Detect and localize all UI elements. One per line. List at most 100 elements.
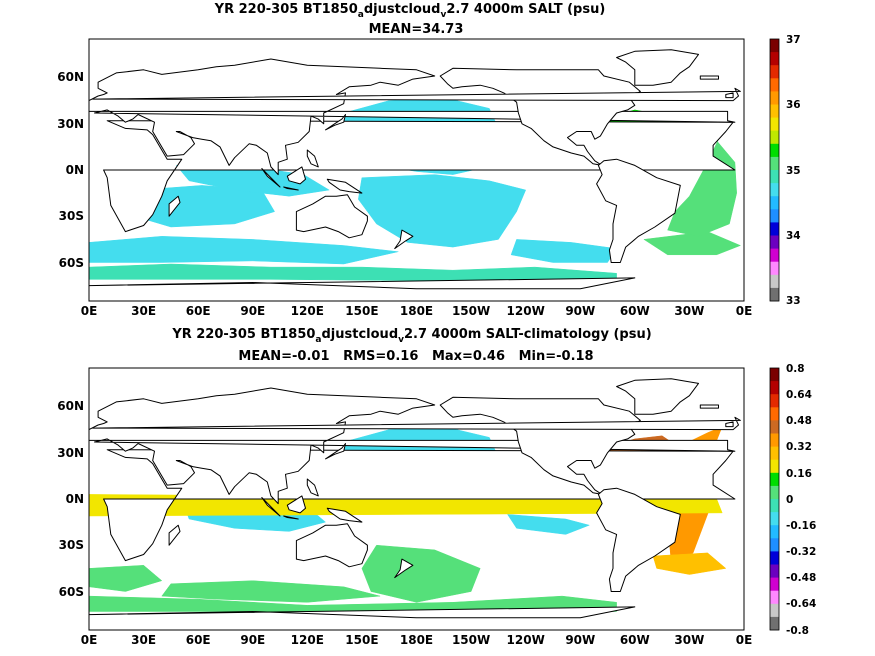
panel-1: YR 220-305 BT1850adjustcloudv2.7 4000m S… bbox=[57, 2, 800, 318]
colorbar-labels-1: 37 36 35 34 33 bbox=[786, 34, 801, 307]
colorbar-segment bbox=[770, 394, 779, 408]
colorbar-segment bbox=[770, 564, 779, 578]
landmass-outline bbox=[325, 114, 346, 131]
colorbar-segment bbox=[770, 143, 779, 158]
colorbar-label: 0.48 bbox=[786, 415, 812, 427]
colorbar-segment bbox=[770, 616, 779, 631]
landmass-outline bbox=[168, 195, 181, 217]
salinity-region bbox=[361, 544, 481, 603]
x-tick-label: 180E bbox=[400, 304, 433, 318]
colorbar-segment bbox=[770, 485, 779, 500]
title-1: YR 220-305 BT1850adjustcloudv2.7 4000m S… bbox=[214, 2, 606, 20]
x-tick-label: 0E bbox=[81, 304, 98, 318]
colorbar-label: 37 bbox=[786, 34, 801, 46]
salinity-region bbox=[652, 552, 727, 575]
colorbar-segment bbox=[770, 577, 779, 592]
salinity-region bbox=[89, 565, 163, 592]
y-tick-label: 30S bbox=[59, 209, 84, 223]
x-tick-label: 60E bbox=[186, 633, 211, 647]
landmass-outline bbox=[725, 92, 734, 99]
landmass-outline bbox=[89, 606, 636, 630]
colorbar-segment bbox=[770, 459, 779, 474]
landmass-outline bbox=[439, 67, 641, 166]
colorbar-segment bbox=[770, 512, 779, 526]
colorbar-segment bbox=[770, 603, 779, 618]
x-tick-label: 0E bbox=[81, 633, 98, 647]
landmass-outline bbox=[725, 421, 734, 428]
colorbar-2 bbox=[770, 368, 779, 631]
landmass-outline bbox=[616, 49, 699, 86]
x-tick-label: 30W bbox=[674, 633, 704, 647]
colorbar-label: 33 bbox=[786, 295, 801, 307]
salinity-region bbox=[358, 174, 527, 248]
colorbar-segment bbox=[770, 525, 779, 539]
x-tick-label: 90W bbox=[565, 304, 595, 318]
landmass-outline bbox=[295, 194, 368, 239]
coastlines-1 bbox=[89, 49, 741, 301]
x-tick-label: 0E bbox=[736, 304, 753, 318]
landmass-outline bbox=[92, 416, 741, 431]
colorbar-segment bbox=[770, 52, 779, 66]
colorbar-segment bbox=[770, 170, 779, 184]
landmass-outline bbox=[283, 515, 299, 520]
x-axis-2: 0E 30E 60E 90E 120E 150E 180E 150W 120W … bbox=[81, 633, 753, 647]
colorbar-label: -0.8 bbox=[786, 625, 809, 637]
colorbar-segment bbox=[770, 499, 779, 513]
landmass-outline bbox=[168, 524, 181, 546]
x-tick-label: 60E bbox=[186, 304, 211, 318]
salinity-region bbox=[161, 580, 381, 603]
x-tick-label: 90W bbox=[565, 633, 595, 647]
landmass-outline bbox=[89, 387, 736, 505]
colorbar-segment bbox=[770, 407, 779, 421]
x-tick-label: 150W bbox=[452, 304, 490, 318]
colorbar-label: 0.8 bbox=[786, 363, 805, 375]
salinity-region bbox=[507, 514, 591, 535]
x-tick-label: 120W bbox=[507, 304, 545, 318]
colorbar-segment bbox=[770, 65, 779, 79]
landmass-outline bbox=[89, 277, 636, 301]
colorbar-segment bbox=[770, 91, 779, 105]
y-axis-1: 60N 30N 0N 30S 60S bbox=[57, 70, 84, 270]
colorbar-segment bbox=[770, 538, 779, 552]
x-tick-label: 30W bbox=[674, 304, 704, 318]
colorbar-segment bbox=[770, 248, 779, 263]
x-tick-label: 120E bbox=[291, 633, 324, 647]
colorbar-label: 0.32 bbox=[786, 441, 812, 453]
colorbar-label: 0.16 bbox=[786, 468, 812, 480]
landmass-outline bbox=[286, 495, 306, 514]
x-tick-label: 120W bbox=[507, 633, 545, 647]
y-tick-label: 60N bbox=[57, 399, 84, 413]
landmass-outline bbox=[261, 168, 281, 188]
colorbar-segment bbox=[770, 222, 779, 236]
y-tick-label: 60S bbox=[59, 585, 84, 599]
landmass-outline bbox=[394, 229, 414, 250]
x-tick-label: 60W bbox=[620, 304, 650, 318]
x-tick-label: 90E bbox=[240, 633, 265, 647]
colorbar-1 bbox=[770, 39, 779, 302]
x-tick-label: 60W bbox=[620, 633, 650, 647]
stats-line-1: MEAN=34.73 bbox=[369, 22, 464, 37]
colorbar-segment bbox=[770, 235, 779, 249]
title-2: YR 220-305 BT1850adjustcloudv2.7 4000m S… bbox=[171, 327, 651, 345]
y-tick-label: 30N bbox=[57, 446, 84, 460]
x-axis-1: 0E 30E 60E 90E 120E 150E 180E 150W 120W … bbox=[81, 304, 753, 318]
y-tick-label: 30N bbox=[57, 117, 84, 131]
y-tick-label: 30S bbox=[59, 538, 84, 552]
colorbar-segment bbox=[770, 117, 779, 132]
colorbar-segment bbox=[770, 196, 779, 210]
landmass-outline bbox=[326, 178, 363, 194]
landmass-outline bbox=[92, 87, 741, 102]
landmass-outline bbox=[596, 487, 681, 592]
y-tick-label: 0N bbox=[66, 163, 84, 177]
landmass-outline bbox=[283, 186, 299, 191]
x-tick-label: 30E bbox=[131, 633, 156, 647]
landmass-outline bbox=[261, 497, 281, 517]
map-frame-2 bbox=[88, 367, 745, 631]
y-tick-label: 0N bbox=[66, 492, 84, 506]
landmass-outline bbox=[325, 443, 346, 460]
colorbar-segment bbox=[770, 590, 779, 605]
y-tick-label: 60N bbox=[57, 70, 84, 84]
landmass-outline bbox=[306, 478, 319, 497]
salinity-region bbox=[89, 263, 617, 282]
x-tick-label: 150E bbox=[345, 633, 378, 647]
